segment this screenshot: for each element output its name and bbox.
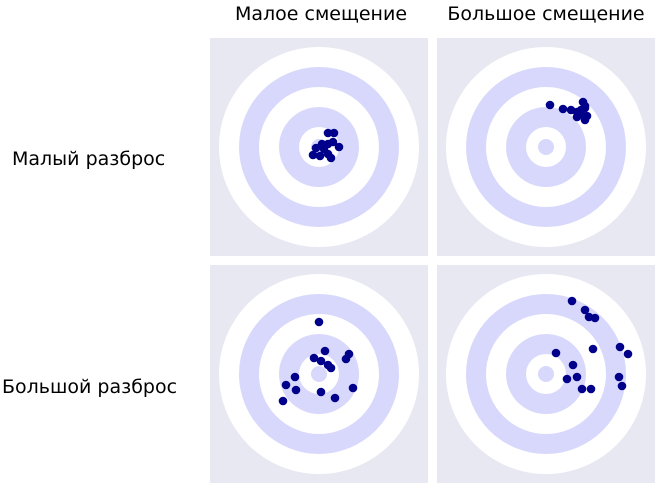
shot-point	[617, 381, 627, 391]
shot-point	[344, 349, 354, 359]
shot-point	[334, 142, 344, 152]
shot-point	[558, 104, 568, 114]
shot-point	[320, 346, 330, 356]
target-low-bias-high-variance	[210, 265, 428, 483]
shot-point	[572, 112, 582, 122]
shot-point	[586, 384, 596, 394]
ring-bullseye	[311, 366, 327, 382]
ring-bullseye	[538, 366, 554, 382]
shot-point	[615, 342, 625, 352]
column-label-high-bias: Большое смещение	[447, 3, 645, 25]
shot-point	[330, 393, 340, 403]
shot-point	[315, 151, 325, 161]
shot-point	[290, 372, 300, 382]
shot-point	[311, 143, 321, 153]
shot-point	[572, 372, 582, 382]
row-label-low-variance: Малый разброс	[12, 148, 166, 170]
shot-point	[588, 344, 598, 354]
target-panel-low-bias-high-variance	[210, 265, 428, 483]
shot-point	[328, 137, 338, 147]
ring-bullseye	[538, 139, 554, 155]
shot-point	[323, 128, 333, 138]
shot-point	[567, 296, 577, 306]
target-low-bias-low-variance	[210, 38, 428, 256]
shot-point	[580, 101, 590, 111]
target-panel-low-bias-low-variance	[210, 38, 428, 256]
column-label-low-bias: Малое смещение	[234, 3, 408, 25]
shot-point	[562, 374, 572, 384]
shot-point	[568, 360, 578, 370]
shot-point	[551, 348, 561, 358]
shot-point	[316, 356, 326, 366]
shot-point	[614, 372, 624, 382]
target-panel-high-bias-low-variance	[437, 38, 655, 256]
shot-point	[319, 144, 329, 154]
shot-point	[348, 383, 358, 393]
shot-point	[316, 387, 326, 397]
shot-point	[326, 363, 336, 373]
shot-point	[545, 100, 555, 110]
shot-point	[308, 150, 318, 160]
target-panel-high-bias-high-variance	[437, 265, 655, 483]
shot-point	[278, 396, 288, 406]
shot-point	[580, 305, 590, 315]
shot-point	[580, 115, 590, 125]
shot-point	[314, 317, 324, 327]
row-label-high-variance: Большой разброс	[2, 376, 178, 398]
target-high-bias-high-variance	[437, 265, 655, 483]
shot-point	[590, 313, 600, 323]
target-high-bias-low-variance	[437, 38, 655, 256]
shot-point	[577, 384, 587, 394]
shot-point	[326, 153, 336, 163]
shot-point	[309, 353, 319, 363]
shot-point	[329, 128, 339, 138]
shot-point	[623, 349, 633, 359]
shot-point	[291, 385, 301, 395]
shot-point	[281, 380, 291, 390]
